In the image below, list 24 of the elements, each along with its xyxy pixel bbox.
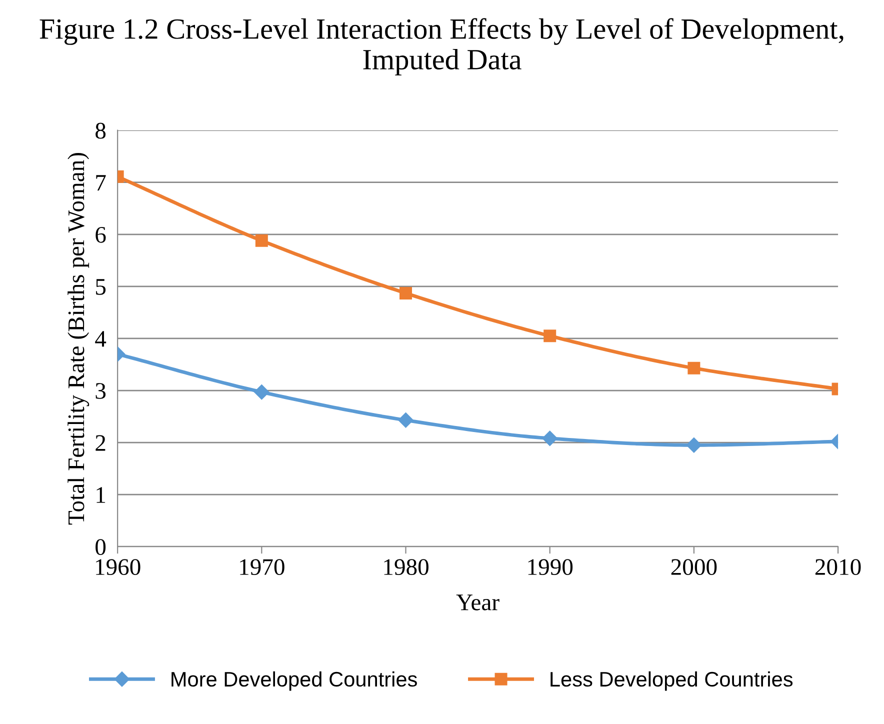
y-tick-label: 7: [96, 175, 106, 191]
legend-label: More Developed Countries: [172, 671, 417, 691]
point: [398, 412, 414, 428]
x-tick-label: 1980: [384, 559, 428, 576]
y-axis-title: Total Fertility Rate (Births per Woman): [68, 152, 90, 525]
x-tick-label: 2010: [815, 559, 861, 576]
x-tick-label: 1990: [528, 559, 573, 576]
point: [400, 286, 412, 300]
chart-title: Figure 1.2 Cross-Level Interaction Effects by Level of Development, Imputed Data: [40, 18, 844, 76]
y-tick-label: 0: [96, 539, 106, 556]
x-axis-title: Year: [456, 594, 500, 610]
point: [542, 430, 558, 446]
legend-label: Less Developed Countries: [550, 671, 793, 691]
y-tick-label: 2: [96, 435, 106, 451]
point: [544, 330, 556, 342]
y-tick-label: 1: [96, 487, 106, 503]
y-tick-label: 5: [96, 279, 106, 295]
x-tick-label: 2000: [671, 559, 717, 576]
y-tick-label: 8: [96, 122, 106, 139]
y-tick-label: 4: [95, 331, 106, 347]
y-tick-label: 6: [96, 226, 106, 243]
y-tick-label: 3: [96, 383, 106, 399]
x-tick-label: 1960: [96, 559, 140, 576]
x-tick-label: 1970: [240, 559, 284, 576]
